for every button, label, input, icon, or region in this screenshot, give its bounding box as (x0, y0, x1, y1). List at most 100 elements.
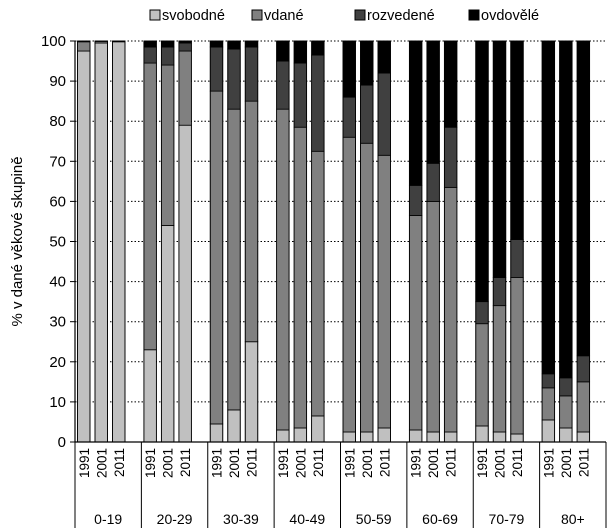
bar-segment-50-59-2011-ovdovělé (377, 40, 391, 74)
bar-segment-60-69-1991-vdané (408, 215, 423, 431)
bar-segment-40-49-2011-svobodné (311, 415, 325, 443)
y-axis-title: % v dané věkové skupině (9, 156, 26, 326)
bar-segment-70-79-1991-vdané (475, 323, 489, 427)
bar-segment-30-39-2001-ovdovělé (227, 40, 241, 50)
x-year-label: 2001 (559, 448, 574, 478)
bar-segment-0-19-2011-svobodné (112, 41, 126, 443)
bar-segment-30-39-1991-ovdovělé (209, 40, 224, 48)
bar-segment-20-29-2011-svobodné (178, 124, 192, 443)
bar-segment-70-79-2011-vdané (510, 277, 524, 435)
bar-segment-60-69-2011-rozvedené (443, 126, 458, 188)
bar-segment-60-69-2001-rozvedené (426, 162, 440, 202)
bar-segment-80+-2011-ovdovělé (576, 40, 591, 357)
legend-label: svobodné (162, 8, 225, 24)
x-year-label: 2011 (178, 448, 193, 477)
y-tick-label: 80 (49, 113, 66, 130)
x-year-label: 1991 (541, 448, 556, 478)
bar-segment-80+-1991-svobodné (541, 419, 556, 443)
x-group-label: 50-59 (356, 511, 392, 527)
bar-segment-20-29-1991-svobodné (143, 349, 157, 443)
x-year-label: 2001 (227, 448, 242, 478)
bar-segment-50-59-2001-rozvedené (360, 84, 374, 144)
y-tick-label: 90 (49, 73, 66, 90)
bar-segment-70-79-1991-svobodné (475, 425, 489, 443)
bar-segment-0-19-1991-svobodné (77, 50, 91, 443)
bar-segment-80+-1991-vdané (541, 387, 556, 421)
x-year-label: 2001 (161, 448, 176, 478)
bar-segment-0-19-1991-vdané (77, 41, 91, 52)
bar-segment-40-49-2011-rozvedené (311, 54, 325, 152)
bar-segment-80+-2011-vdané (576, 381, 591, 433)
bar-segment-30-39-1991-rozvedené (209, 46, 224, 92)
y-tick-label: 0 (58, 434, 66, 451)
bar-segment-70-79-2001-vdané (492, 305, 507, 433)
x-year-label: 2001 (360, 448, 375, 478)
bar-segment-40-49-2011-ovdovělé (311, 40, 325, 56)
bar-segment-20-29-1991-rozvedené (143, 46, 157, 64)
bar-segment-60-69-2011-svobodné (443, 431, 458, 443)
bar-segment-50-59-2011-vdané (377, 154, 391, 429)
bar-segment-70-79-1991-rozvedené (475, 301, 489, 325)
bar-segment-50-59-1991-svobodné (342, 431, 356, 443)
bar-segment-30-39-2001-svobodné (227, 409, 241, 443)
bar-segment-30-39-2011-rozvedené (244, 46, 259, 102)
x-year-label: 2011 (311, 448, 326, 477)
x-year-label: 1991 (210, 448, 225, 478)
bar-segment-50-59-2001-svobodné (360, 431, 374, 443)
bar-segment-80+-1991-rozvedené (541, 373, 556, 389)
bar-segment-60-69-2001-ovdovělé (426, 40, 440, 164)
bar-segment-30-39-2011-ovdovělé (244, 40, 259, 48)
bar-segment-30-39-2001-vdané (227, 108, 241, 411)
x-group-label: 40-49 (289, 511, 325, 527)
bar-segment-20-29-2001-vdané (160, 64, 175, 226)
bar-segment-70-79-1991-ovdovělé (475, 40, 489, 303)
x-year-label: 1991 (342, 448, 357, 478)
bar-segment-40-49-2001-vdané (293, 126, 308, 429)
legend-label: ovdovělé (481, 8, 539, 24)
bar-segment-80+-2011-rozvedené (576, 355, 591, 383)
bar-segment-40-49-1991-vdané (276, 108, 290, 431)
bar-segment-0-19-2001-svobodné (94, 42, 108, 443)
y-tick-label: 50 (49, 234, 66, 251)
bar-segment-50-59-1991-rozvedené (342, 96, 356, 138)
y-tick-label: 10 (49, 394, 66, 411)
bar-segment-20-29-2001-ovdovělé (160, 40, 175, 48)
x-year-label: 1991 (409, 448, 424, 478)
bar-segment-70-79-2011-ovdovělé (510, 40, 524, 240)
legend-swatch-svobodné (149, 9, 161, 21)
x-year-label: 2011 (576, 448, 591, 477)
x-group-label: 20-29 (157, 511, 193, 527)
x-year-label: 2011 (245, 448, 260, 477)
bar-segment-50-59-1991-vdané (342, 136, 356, 433)
legend-swatch-rozvedené (354, 9, 366, 21)
legend-label: vdané (264, 8, 304, 24)
bar-segment-60-69-2011-ovdovělé (443, 40, 458, 128)
bar-segment-70-79-2011-rozvedené (510, 239, 524, 278)
x-year-label: 1991 (475, 448, 490, 478)
legend-swatch-ovdovělé (468, 9, 480, 21)
bar-segment-80+-2011-svobodné (576, 431, 591, 443)
x-group-label: 0-19 (94, 511, 122, 527)
bar-segment-40-49-2001-rozvedené (293, 62, 308, 128)
y-tick-label: 20 (49, 354, 66, 371)
x-year-label: 2001 (493, 448, 508, 478)
y-tick-label: 40 (49, 274, 66, 291)
bar-segment-20-29-1991-ovdovělé (143, 40, 157, 48)
y-tick-label: 70 (49, 153, 66, 170)
bar-segment-70-79-2011-svobodné (510, 433, 524, 443)
bar-segment-40-49-1991-svobodné (276, 429, 290, 443)
bar-segment-50-59-2001-vdané (360, 142, 374, 433)
bar-segment-60-69-2011-vdané (443, 186, 458, 433)
legend-swatch-vdané (251, 9, 263, 21)
bar-segment-50-59-2011-svobodné (377, 427, 391, 443)
bar-segment-40-49-1991-rozvedené (276, 60, 290, 110)
bar-segment-30-39-2011-vdané (244, 100, 259, 343)
bar-segment-20-29-2011-rozvedené (178, 42, 192, 52)
bar-segment-60-69-1991-rozvedené (408, 184, 423, 216)
y-tick-label: 60 (49, 193, 66, 210)
x-group-label: 30-39 (223, 511, 259, 527)
x-group-label: 70-79 (489, 511, 525, 527)
bar-segment-50-59-2011-rozvedené (377, 72, 391, 156)
x-year-label: 1991 (143, 448, 158, 478)
